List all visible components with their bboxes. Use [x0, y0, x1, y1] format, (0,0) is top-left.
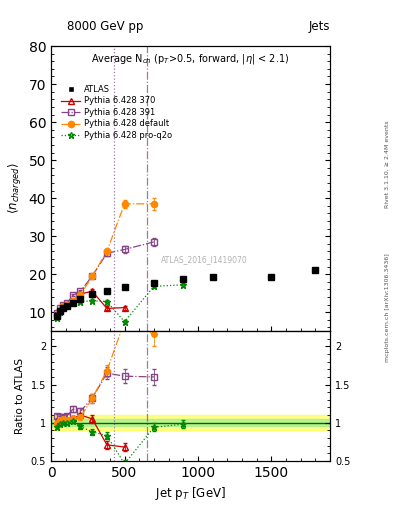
Text: mcplots.cern.ch [arXiv:1306.3436]: mcplots.cern.ch [arXiv:1306.3436]	[385, 253, 389, 361]
Y-axis label: Ratio to ATLAS: Ratio to ATLAS	[15, 358, 25, 434]
Legend: ATLAS, Pythia 6.428 370, Pythia 6.428 391, Pythia 6.428 default, Pythia 6.428 pr: ATLAS, Pythia 6.428 370, Pythia 6.428 39…	[58, 81, 175, 143]
Text: 8000 GeV pp: 8000 GeV pp	[67, 20, 143, 33]
Text: Average N$_{ch}$ (p$_T$>0.5, forward, |$\eta$| < 2.1): Average N$_{ch}$ (p$_T$>0.5, forward, |$…	[92, 52, 290, 66]
Text: Rivet 3.1.10, ≥ 2.4M events: Rivet 3.1.10, ≥ 2.4M events	[385, 120, 389, 208]
Y-axis label: $\langle n_{charged} \rangle$: $\langle n_{charged} \rangle$	[6, 163, 23, 215]
Text: ATLAS_2016_I1419070: ATLAS_2016_I1419070	[161, 255, 248, 264]
X-axis label: Jet p$_T$ [GeV]: Jet p$_T$ [GeV]	[155, 485, 226, 502]
Text: Jets: Jets	[309, 20, 330, 33]
